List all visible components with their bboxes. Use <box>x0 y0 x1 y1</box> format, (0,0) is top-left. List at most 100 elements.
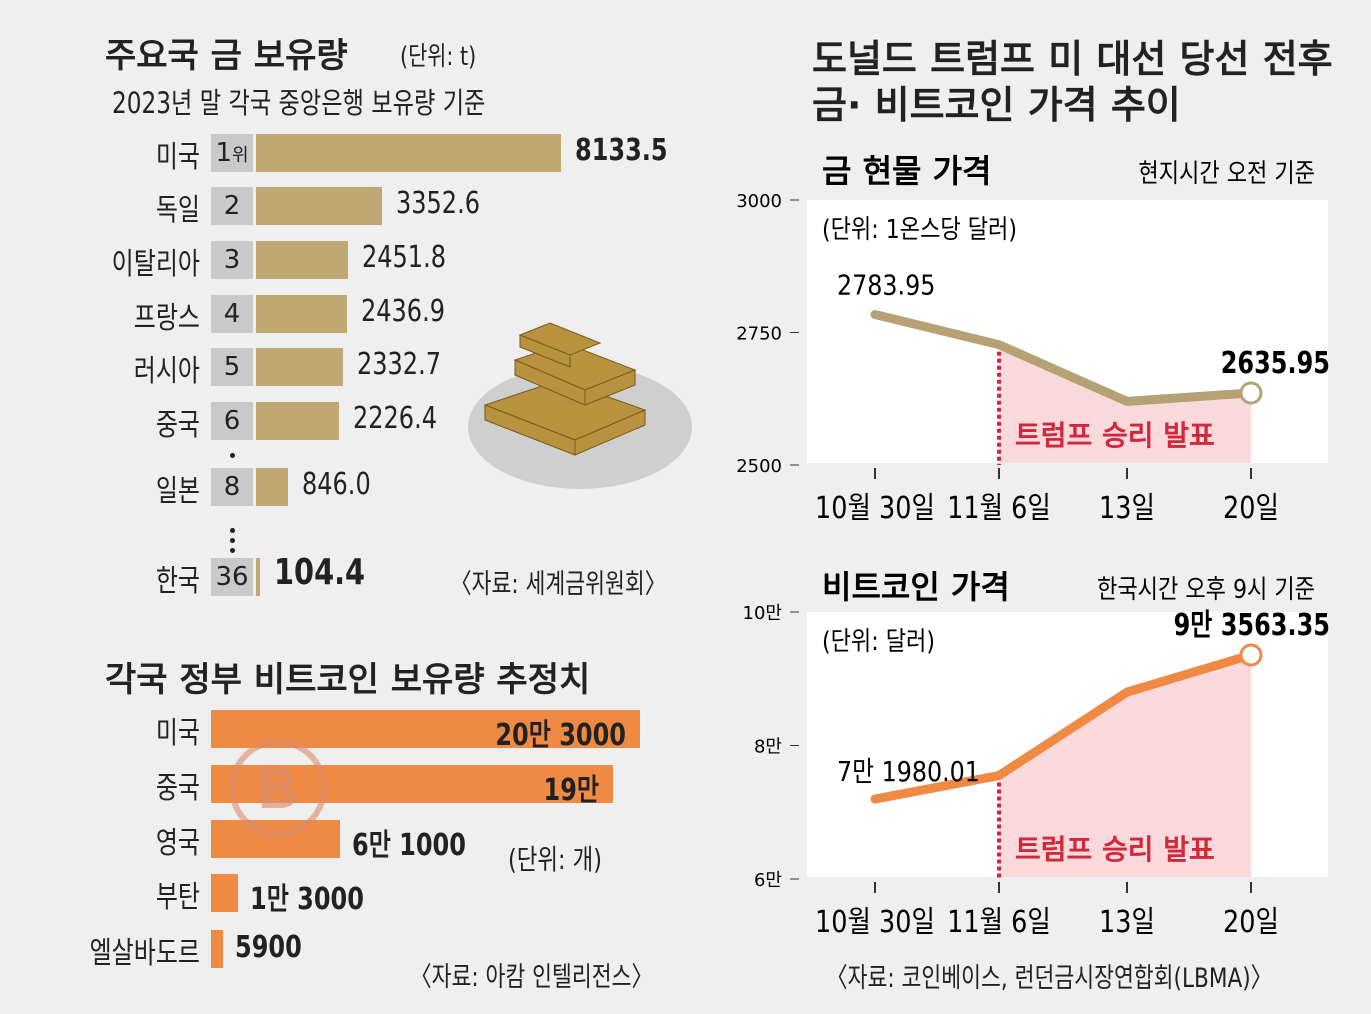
bitcoin-country-label: 미국 <box>155 716 200 751</box>
rank-number: 5 <box>223 352 241 382</box>
gold-country-label: 러시아 <box>133 354 200 389</box>
gold-rank-badge: 6 <box>211 402 253 440</box>
gold-bars-image <box>468 322 692 489</box>
bitcoin-value-label: 19만 <box>543 773 599 808</box>
annotation-label: 트럼프 승리 발표 <box>1015 833 1215 866</box>
gold-rank-badge: 3 <box>211 241 253 279</box>
ellipsis-dot <box>230 528 235 533</box>
x-tick-label: 11월 6일 <box>947 904 1051 940</box>
bitcoin-logo-icon: B <box>229 739 327 837</box>
bitcoin-unit: (단위: 개) <box>508 843 602 876</box>
chart-note: 현지시간 오전 기준 <box>1138 158 1315 188</box>
gold-unit: (단위: t) <box>400 42 477 72</box>
data-point <box>1239 381 1263 405</box>
gold-country-label: 일본 <box>155 474 200 509</box>
gold-bar <box>256 558 260 596</box>
post-election-area <box>999 654 1251 877</box>
gold-value-label: 2226.4 <box>353 401 438 436</box>
gold-rank-badge: 5 <box>211 348 253 386</box>
right-title-line1: 도널드 트럼프 미 대선 당선 전후 <box>812 37 1333 81</box>
chart-unit: (단위: 1온스당 달러) <box>822 214 1017 244</box>
bitcoin-value-label: 6만 1000 <box>351 828 466 863</box>
annotation-label: 트럼프 승리 발표 <box>1015 419 1215 452</box>
ellipsis-dot <box>230 453 235 458</box>
gold-rank-badge: 4 <box>211 295 253 333</box>
gold-country-label: 미국 <box>155 140 200 175</box>
bitcoin-bar <box>211 874 239 912</box>
rank-number: 1 <box>215 138 232 168</box>
gold-country-label: 이탈리아 <box>111 247 200 282</box>
gold-country-label: 독일 <box>155 193 200 228</box>
data-point <box>1239 643 1263 667</box>
bitcoin-value-label: 5900 <box>235 930 303 965</box>
gold-country-label: 프랑스 <box>133 301 200 336</box>
y-tick-label: 2500 <box>736 456 782 477</box>
gold-country-label: 중국 <box>155 408 200 443</box>
gold-rank-badge: 8 <box>211 468 253 506</box>
gold-bar <box>256 348 344 386</box>
right-source: 〈자료: 코인베이스, 런던금시장연합회(LBMA)〉 <box>826 963 1273 994</box>
rank-number: 36 <box>215 562 249 592</box>
gold-value-label: 3352.6 <box>395 186 480 221</box>
bitcoin-country-label: 엘살바도르 <box>89 936 200 971</box>
x-tick-label: 20일 <box>1223 490 1279 526</box>
point-label: 2635.95 <box>1221 346 1330 380</box>
price-line <box>870 310 1256 406</box>
y-tick-label: 2750 <box>736 324 782 345</box>
gold-bar <box>256 134 561 172</box>
x-tick-label: 20일 <box>1223 904 1279 940</box>
y-tick-label: 3000 <box>736 191 782 212</box>
gold-bar <box>256 187 382 225</box>
x-tick-label: 13일 <box>1099 904 1155 940</box>
gold-holdings-title: 주요국 금 보유량 <box>105 36 348 76</box>
bitcoin-country-label: 중국 <box>155 771 200 806</box>
ellipsis-dot <box>230 548 235 553</box>
gold-rank-badge: 1위 <box>211 134 253 172</box>
x-tick-label: 10월 30일 <box>815 490 935 526</box>
bitcoin-bar <box>211 765 613 803</box>
gold-source: 〈자료: 세계금위원회〉 <box>450 569 667 600</box>
ellipsis-dot <box>230 538 235 543</box>
gold-value-label: 104.4 <box>273 552 366 593</box>
gold-rank-badge: 2 <box>211 187 253 225</box>
gold-bar <box>256 468 288 506</box>
bitcoin-country-label: 영국 <box>155 826 200 861</box>
chart-note: 한국시간 오후 9시 기준 <box>1097 574 1315 604</box>
rank-number: 3 <box>223 245 241 275</box>
gold-value-label: 8133.5 <box>575 133 668 168</box>
point-label: 7만 1980.01 <box>837 756 980 788</box>
bitcoin-source: 〈자료: 아캄 인텔리전스〉 <box>410 962 654 993</box>
x-tick-label: 13일 <box>1099 490 1155 526</box>
bitcoin-bar <box>211 820 340 858</box>
gold-bar <box>256 402 340 440</box>
rank-number: 2 <box>223 191 241 221</box>
gold-value-label: 2332.7 <box>357 347 442 382</box>
y-tick-label: 6만 <box>754 870 782 891</box>
rank-suffix: 위 <box>231 145 249 166</box>
rank-number: 4 <box>223 299 241 329</box>
gold-bar <box>256 295 348 333</box>
price-line <box>870 650 1256 804</box>
chart-unit: (단위: 달러) <box>822 626 935 656</box>
gold-value-label: 2451.8 <box>361 240 446 275</box>
gold-subtitle: 2023년 말 각국 중앙은행 보유량 기준 <box>112 86 486 120</box>
rank-number: 8 <box>223 472 241 502</box>
bitcoin-holdings-title: 각국 정부 비트코인 보유량 추정치 <box>105 660 591 700</box>
gold-value-label: 2436.9 <box>361 294 446 329</box>
gold-rank-badge: 36 <box>211 558 253 596</box>
gold-value-label: 846.0 <box>301 467 371 502</box>
gold-bar <box>256 241 348 279</box>
svg-text:B: B <box>257 757 300 822</box>
point-label: 9만 3563.35 <box>1174 608 1330 642</box>
gold-country-label: 한국 <box>155 564 200 599</box>
bitcoin-bar <box>211 930 224 968</box>
bitcoin-country-label: 부탄 <box>155 880 200 915</box>
y-tick-label: 10만 <box>743 603 782 624</box>
chart-title: 금 현물 가격 <box>822 152 991 190</box>
rank-number: 6 <box>223 406 241 436</box>
x-tick-label: 11월 6일 <box>947 490 1051 526</box>
point-label: 2783.95 <box>837 270 935 302</box>
right-title-line2: 금· 비트코인 가격 추이 <box>812 83 1181 127</box>
